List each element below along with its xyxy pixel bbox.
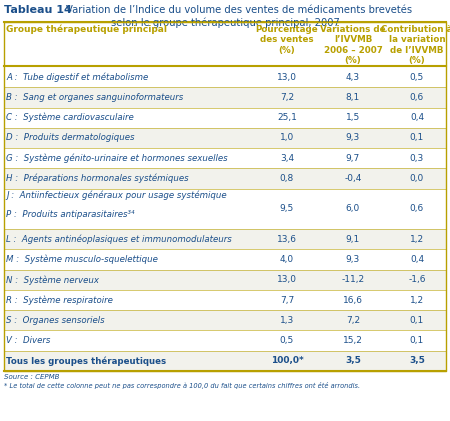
Text: H :  Préparations hormonales systémiques: H : Préparations hormonales systémiques — [6, 174, 189, 183]
Text: 1,3: 1,3 — [280, 316, 294, 325]
Text: M :  Système musculo-squelettique: M : Système musculo-squelettique — [6, 255, 158, 264]
Text: V :  Divers: V : Divers — [6, 336, 50, 345]
Text: 1,2: 1,2 — [410, 235, 424, 244]
Text: R :  Système respiratoire: R : Système respiratoire — [6, 295, 113, 305]
Text: 0,3: 0,3 — [410, 154, 424, 163]
Text: P :  Produits antiparasitaires³⁴: P : Produits antiparasitaires³⁴ — [6, 210, 135, 219]
Bar — [4, 330, 446, 351]
Text: 6,0: 6,0 — [346, 204, 360, 213]
Text: -11,2: -11,2 — [342, 275, 365, 284]
Text: -0,4: -0,4 — [344, 174, 362, 183]
Text: 1,0: 1,0 — [280, 133, 294, 142]
Bar — [4, 87, 446, 107]
Text: * Le total de cette colonne peut ne pas correspondre à 100,0 du fait que certain: * Le total de cette colonne peut ne pas … — [4, 382, 360, 389]
Text: 7,2: 7,2 — [346, 316, 360, 325]
Text: 0,1: 0,1 — [410, 316, 424, 325]
Text: 13,0: 13,0 — [277, 73, 297, 82]
Text: 9,3: 9,3 — [346, 255, 360, 264]
Text: 9,5: 9,5 — [280, 204, 294, 213]
Text: 4,3: 4,3 — [346, 73, 360, 82]
Bar — [4, 310, 446, 330]
Text: Pourcentage
des ventes
(%): Pourcentage des ventes (%) — [256, 25, 318, 55]
Text: J :  Antiinfectieux généraux pour usage systémique: J : Antiinfectieux généraux pour usage s… — [6, 190, 227, 200]
Text: Tableau 14: Tableau 14 — [4, 5, 72, 15]
Text: 0,4: 0,4 — [410, 113, 424, 122]
Bar — [4, 189, 446, 229]
Text: 0,6: 0,6 — [410, 93, 424, 102]
Bar — [4, 128, 446, 148]
Text: 100,0*: 100,0* — [270, 356, 303, 365]
Text: 0,8: 0,8 — [280, 174, 294, 183]
Text: Tous les groupes thérapeutiques: Tous les groupes thérapeutiques — [6, 356, 166, 365]
Text: A :  Tube digestif et métabolisme: A : Tube digestif et métabolisme — [6, 72, 148, 82]
Text: 7,2: 7,2 — [280, 93, 294, 102]
Text: 1,5: 1,5 — [346, 113, 360, 122]
Bar — [4, 22, 446, 371]
Text: 0,0: 0,0 — [410, 174, 424, 183]
Text: Variations de
l’IVVMB
2006 – 2007
(%): Variations de l’IVVMB 2006 – 2007 (%) — [320, 25, 386, 65]
Bar — [4, 168, 446, 189]
Text: 4,0: 4,0 — [280, 255, 294, 264]
Text: 3,5: 3,5 — [345, 356, 361, 365]
Bar — [4, 23, 446, 65]
Text: 13,0: 13,0 — [277, 275, 297, 284]
Text: 7,7: 7,7 — [280, 296, 294, 304]
Text: Variation de l’Indice du volume des ventes de médicaments brevetés: Variation de l’Indice du volume des vent… — [66, 5, 412, 15]
Text: selon le groupe thérapeutique principal, 2007: selon le groupe thérapeutique principal,… — [111, 17, 339, 27]
Text: 13,6: 13,6 — [277, 235, 297, 244]
Text: 1,2: 1,2 — [410, 296, 424, 304]
Text: 0,1: 0,1 — [410, 336, 424, 345]
Text: 3,5: 3,5 — [409, 356, 425, 365]
Text: N :  Système nerveux: N : Système nerveux — [6, 275, 99, 285]
Text: 0,5: 0,5 — [280, 336, 294, 345]
Text: 9,7: 9,7 — [346, 154, 360, 163]
Text: 9,3: 9,3 — [346, 133, 360, 142]
Bar — [4, 270, 446, 290]
Bar — [4, 351, 446, 371]
Text: S :  Organes sensoriels: S : Organes sensoriels — [6, 316, 104, 325]
Text: Source : CEPMB: Source : CEPMB — [4, 374, 59, 380]
Text: Contribution à
la variation
de l’IVVMB
(%): Contribution à la variation de l’IVVMB (… — [381, 25, 450, 65]
Bar — [4, 249, 446, 270]
Text: 15,2: 15,2 — [343, 336, 363, 345]
Text: -1,6: -1,6 — [408, 275, 426, 284]
Text: 9,1: 9,1 — [346, 235, 360, 244]
Text: 0,5: 0,5 — [410, 73, 424, 82]
Text: G :  Système génito-urinaire et hormones sexuelles: G : Système génito-urinaire et hormones … — [6, 153, 228, 163]
Text: B :  Sang et organes sanguinoformateurs: B : Sang et organes sanguinoformateurs — [6, 93, 183, 102]
Text: C :  Système cardiovasculaire: C : Système cardiovasculaire — [6, 113, 134, 123]
Bar — [4, 107, 446, 128]
Bar — [4, 229, 446, 249]
Text: 0,4: 0,4 — [410, 255, 424, 264]
Text: 25,1: 25,1 — [277, 113, 297, 122]
Text: 0,1: 0,1 — [410, 133, 424, 142]
Text: D :  Produits dermatologiques: D : Produits dermatologiques — [6, 133, 135, 142]
Text: Groupe thérapeutique principal: Groupe thérapeutique principal — [6, 25, 167, 35]
Text: 0,6: 0,6 — [410, 204, 424, 213]
Bar — [4, 67, 446, 87]
Text: 16,6: 16,6 — [343, 296, 363, 304]
Bar — [4, 148, 446, 168]
Text: 3,4: 3,4 — [280, 154, 294, 163]
Text: 8,1: 8,1 — [346, 93, 360, 102]
Bar — [4, 290, 446, 310]
Text: L :  Agents antinéoplasiques et immunomodulateurs: L : Agents antinéoplasiques et immunomod… — [6, 234, 232, 244]
